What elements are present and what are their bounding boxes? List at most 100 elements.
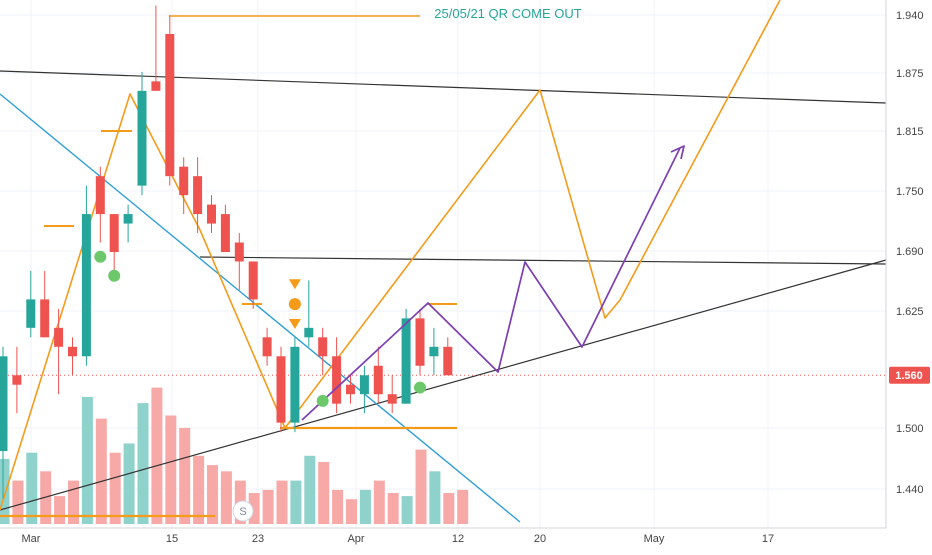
chart-annotation: 25/05/21 QR COME OUT <box>434 6 581 21</box>
volume-bar <box>359 489 371 524</box>
volume-bar <box>81 396 93 524</box>
x-tick-label: May <box>644 533 665 545</box>
volume-bar <box>165 415 177 524</box>
volume-bar <box>220 471 232 524</box>
volume-bar <box>207 465 218 524</box>
candle-body <box>123 214 133 224</box>
y-tick-label: 1.750 <box>896 186 924 198</box>
candle-body <box>54 327 64 347</box>
candle-body <box>415 318 425 366</box>
volume-bar <box>346 499 357 524</box>
purple-wave-projection <box>301 147 681 421</box>
candle-body <box>234 242 244 262</box>
volume-bar <box>457 489 469 524</box>
y-tick-label: 1.815 <box>896 126 924 138</box>
candle-body <box>387 394 397 404</box>
volume-bar <box>95 418 107 524</box>
projection-drawings <box>301 145 685 421</box>
candle-body <box>248 261 258 300</box>
candle-body <box>26 299 36 328</box>
candle-body <box>179 166 189 196</box>
volume-bar <box>276 480 288 524</box>
candle-body <box>81 214 91 357</box>
volume-bar <box>332 489 344 524</box>
volume-bar <box>262 489 274 524</box>
orange-signal-triangle <box>288 319 301 330</box>
volume-bar <box>248 493 260 524</box>
ascending-support-line <box>0 259 887 511</box>
volume-bar <box>429 471 441 524</box>
signal-markers <box>94 250 426 407</box>
candle-body <box>109 214 119 252</box>
x-tick-label: 17 <box>762 533 774 545</box>
candlesticks <box>0 5 453 499</box>
volume-bar <box>26 452 38 524</box>
purple-arrow-head <box>670 145 685 160</box>
candle-body <box>262 337 272 357</box>
y-tick-label: 1.500 <box>896 423 924 435</box>
descending-trend-line <box>0 93 521 523</box>
candle-body <box>40 299 50 338</box>
volume-bar <box>179 427 191 524</box>
candle-body <box>304 327 314 338</box>
candle-body <box>276 356 286 423</box>
y-tick-label: 1.625 <box>896 306 924 318</box>
candle-body <box>68 346 77 357</box>
candle-body <box>95 176 105 215</box>
orange-signal-triangle <box>288 279 301 290</box>
volume-bar <box>68 480 79 524</box>
candle-body <box>12 375 22 385</box>
volume-bar <box>151 387 163 524</box>
candle-body <box>443 346 453 376</box>
source-badge[interactable]: S <box>232 500 254 522</box>
candle-body <box>318 337 328 357</box>
source-badge-circle[interactable] <box>232 500 254 522</box>
candle-body <box>151 81 161 91</box>
volume-bar <box>304 455 316 524</box>
volume-bar <box>415 449 427 524</box>
candle-body <box>207 204 216 224</box>
green-signal-dot <box>94 250 107 263</box>
volume-bar <box>318 462 330 524</box>
axes: 1.940 1.875 1.815 1.750 1.690 1.625 1.500 1.440… <box>0 0 924 545</box>
candle-body <box>137 90 147 186</box>
volume-bar <box>193 455 205 524</box>
x-tick-label: 15 <box>166 533 178 545</box>
last-price-tag-label: 1.560 <box>895 370 923 382</box>
candle-body <box>220 214 230 252</box>
volume-bar <box>401 496 413 524</box>
y-tick-label: 1.440 <box>896 484 924 496</box>
candle-body <box>0 356 8 452</box>
last-price-tag: 1.560 <box>889 366 930 384</box>
candle-body <box>359 375 369 395</box>
volume-bar <box>387 493 399 524</box>
volume-bar <box>290 480 302 524</box>
volume-bar <box>373 480 385 524</box>
orange-signal-dot <box>288 298 301 311</box>
x-tick-label: Mar <box>22 533 41 545</box>
y-tick-label: 1.690 <box>896 246 924 258</box>
candle-body <box>429 346 439 357</box>
volume-bar <box>12 480 24 524</box>
candle-body <box>165 33 175 177</box>
volume-bar <box>0 458 10 524</box>
resistance-line-upper <box>0 70 887 104</box>
volume-bar <box>54 496 66 524</box>
candle-body <box>401 318 411 404</box>
volume-bars <box>0 387 469 524</box>
candle-body <box>373 365 383 395</box>
candle-body <box>346 384 355 395</box>
source-badge-label: S <box>239 506 246 518</box>
volume-bar <box>109 452 121 524</box>
green-signal-dot <box>108 269 121 282</box>
green-signal-dot <box>414 381 426 394</box>
x-tick-label: 23 <box>252 533 264 545</box>
volume-bar <box>137 403 149 524</box>
candle-body <box>193 176 203 215</box>
volume-bar <box>123 443 135 524</box>
candle-body <box>290 346 300 423</box>
x-tick-label: Apr <box>347 533 364 545</box>
x-tick-label: 20 <box>534 533 546 545</box>
